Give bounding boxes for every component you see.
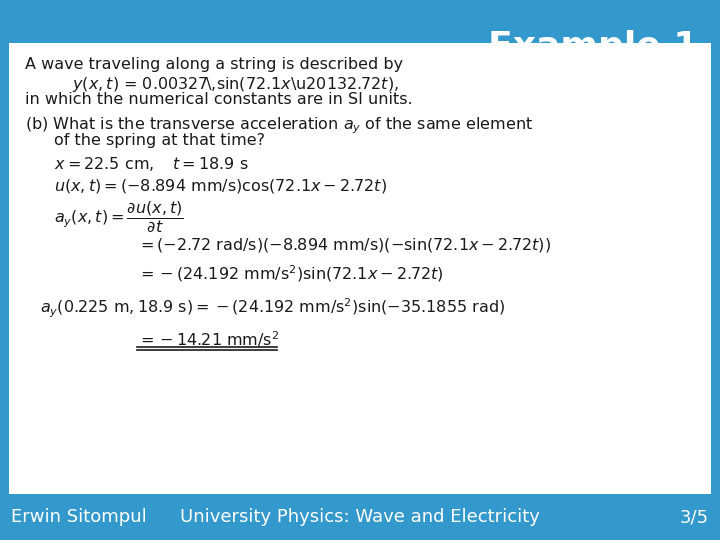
Text: $a_y(0.225\ \mathrm{m},18.9\ \mathrm{s}) = -(24.192\ \mathrm{mm/s^2})\sin(-35.18: $a_y(0.225\ \mathrm{m},18.9\ \mathrm{s})…	[40, 297, 505, 320]
Text: $u(x,t) = (-8.894\ \mathrm{mm/s})\cos(72.1x - 2.72t)$: $u(x,t) = (-8.894\ \mathrm{mm/s})\cos(72…	[54, 177, 387, 195]
Text: A wave traveling along a string is described by: A wave traveling along a string is descr…	[25, 57, 403, 72]
Text: 3/5: 3/5	[680, 508, 709, 526]
Text: (b) What is the transverse acceleration $a_y$ of the same element: (b) What is the transverse acceleration …	[25, 116, 534, 136]
Text: $= (-2.72\ \mathrm{rad/s})(-8.894\ \mathrm{mm/s})(-\sin(72.1x - 2.72t))$: $= (-2.72\ \mathrm{rad/s})(-8.894\ \math…	[137, 236, 551, 254]
Text: $= -14.21\ \mathrm{mm/s^2}$: $= -14.21\ \mathrm{mm/s^2}$	[137, 329, 279, 349]
Text: Example 1: Example 1	[488, 30, 698, 64]
Text: $y(x,t)$ = 0.00327\,sin(72.1$x$\u20132.72$t$),: $y(x,t)$ = 0.00327\,sin(72.1$x$\u20132.7…	[72, 75, 399, 93]
Text: of the spring at that time?: of the spring at that time?	[54, 133, 265, 148]
Text: University Physics: Wave and Electricity: University Physics: Wave and Electricity	[180, 508, 540, 526]
FancyBboxPatch shape	[0, 496, 720, 540]
Text: Erwin Sitompul: Erwin Sitompul	[11, 508, 147, 526]
Text: $a_y(x,t) = \dfrac{\partial u(x,t)}{\partial t}$: $a_y(x,t) = \dfrac{\partial u(x,t)}{\par…	[54, 200, 184, 235]
Text: $x = 22.5\ \mathrm{cm},\quad t = 18.9\ \mathrm{s}$: $x = 22.5\ \mathrm{cm},\quad t = 18.9\ \…	[54, 155, 249, 173]
FancyBboxPatch shape	[9, 43, 711, 494]
Text: in which the numerical constants are in SI units.: in which the numerical constants are in …	[25, 92, 413, 107]
Text: $= -(24.192\ \mathrm{mm/s^2})\sin(72.1x - 2.72t)$: $= -(24.192\ \mathrm{mm/s^2})\sin(72.1x …	[137, 263, 444, 284]
